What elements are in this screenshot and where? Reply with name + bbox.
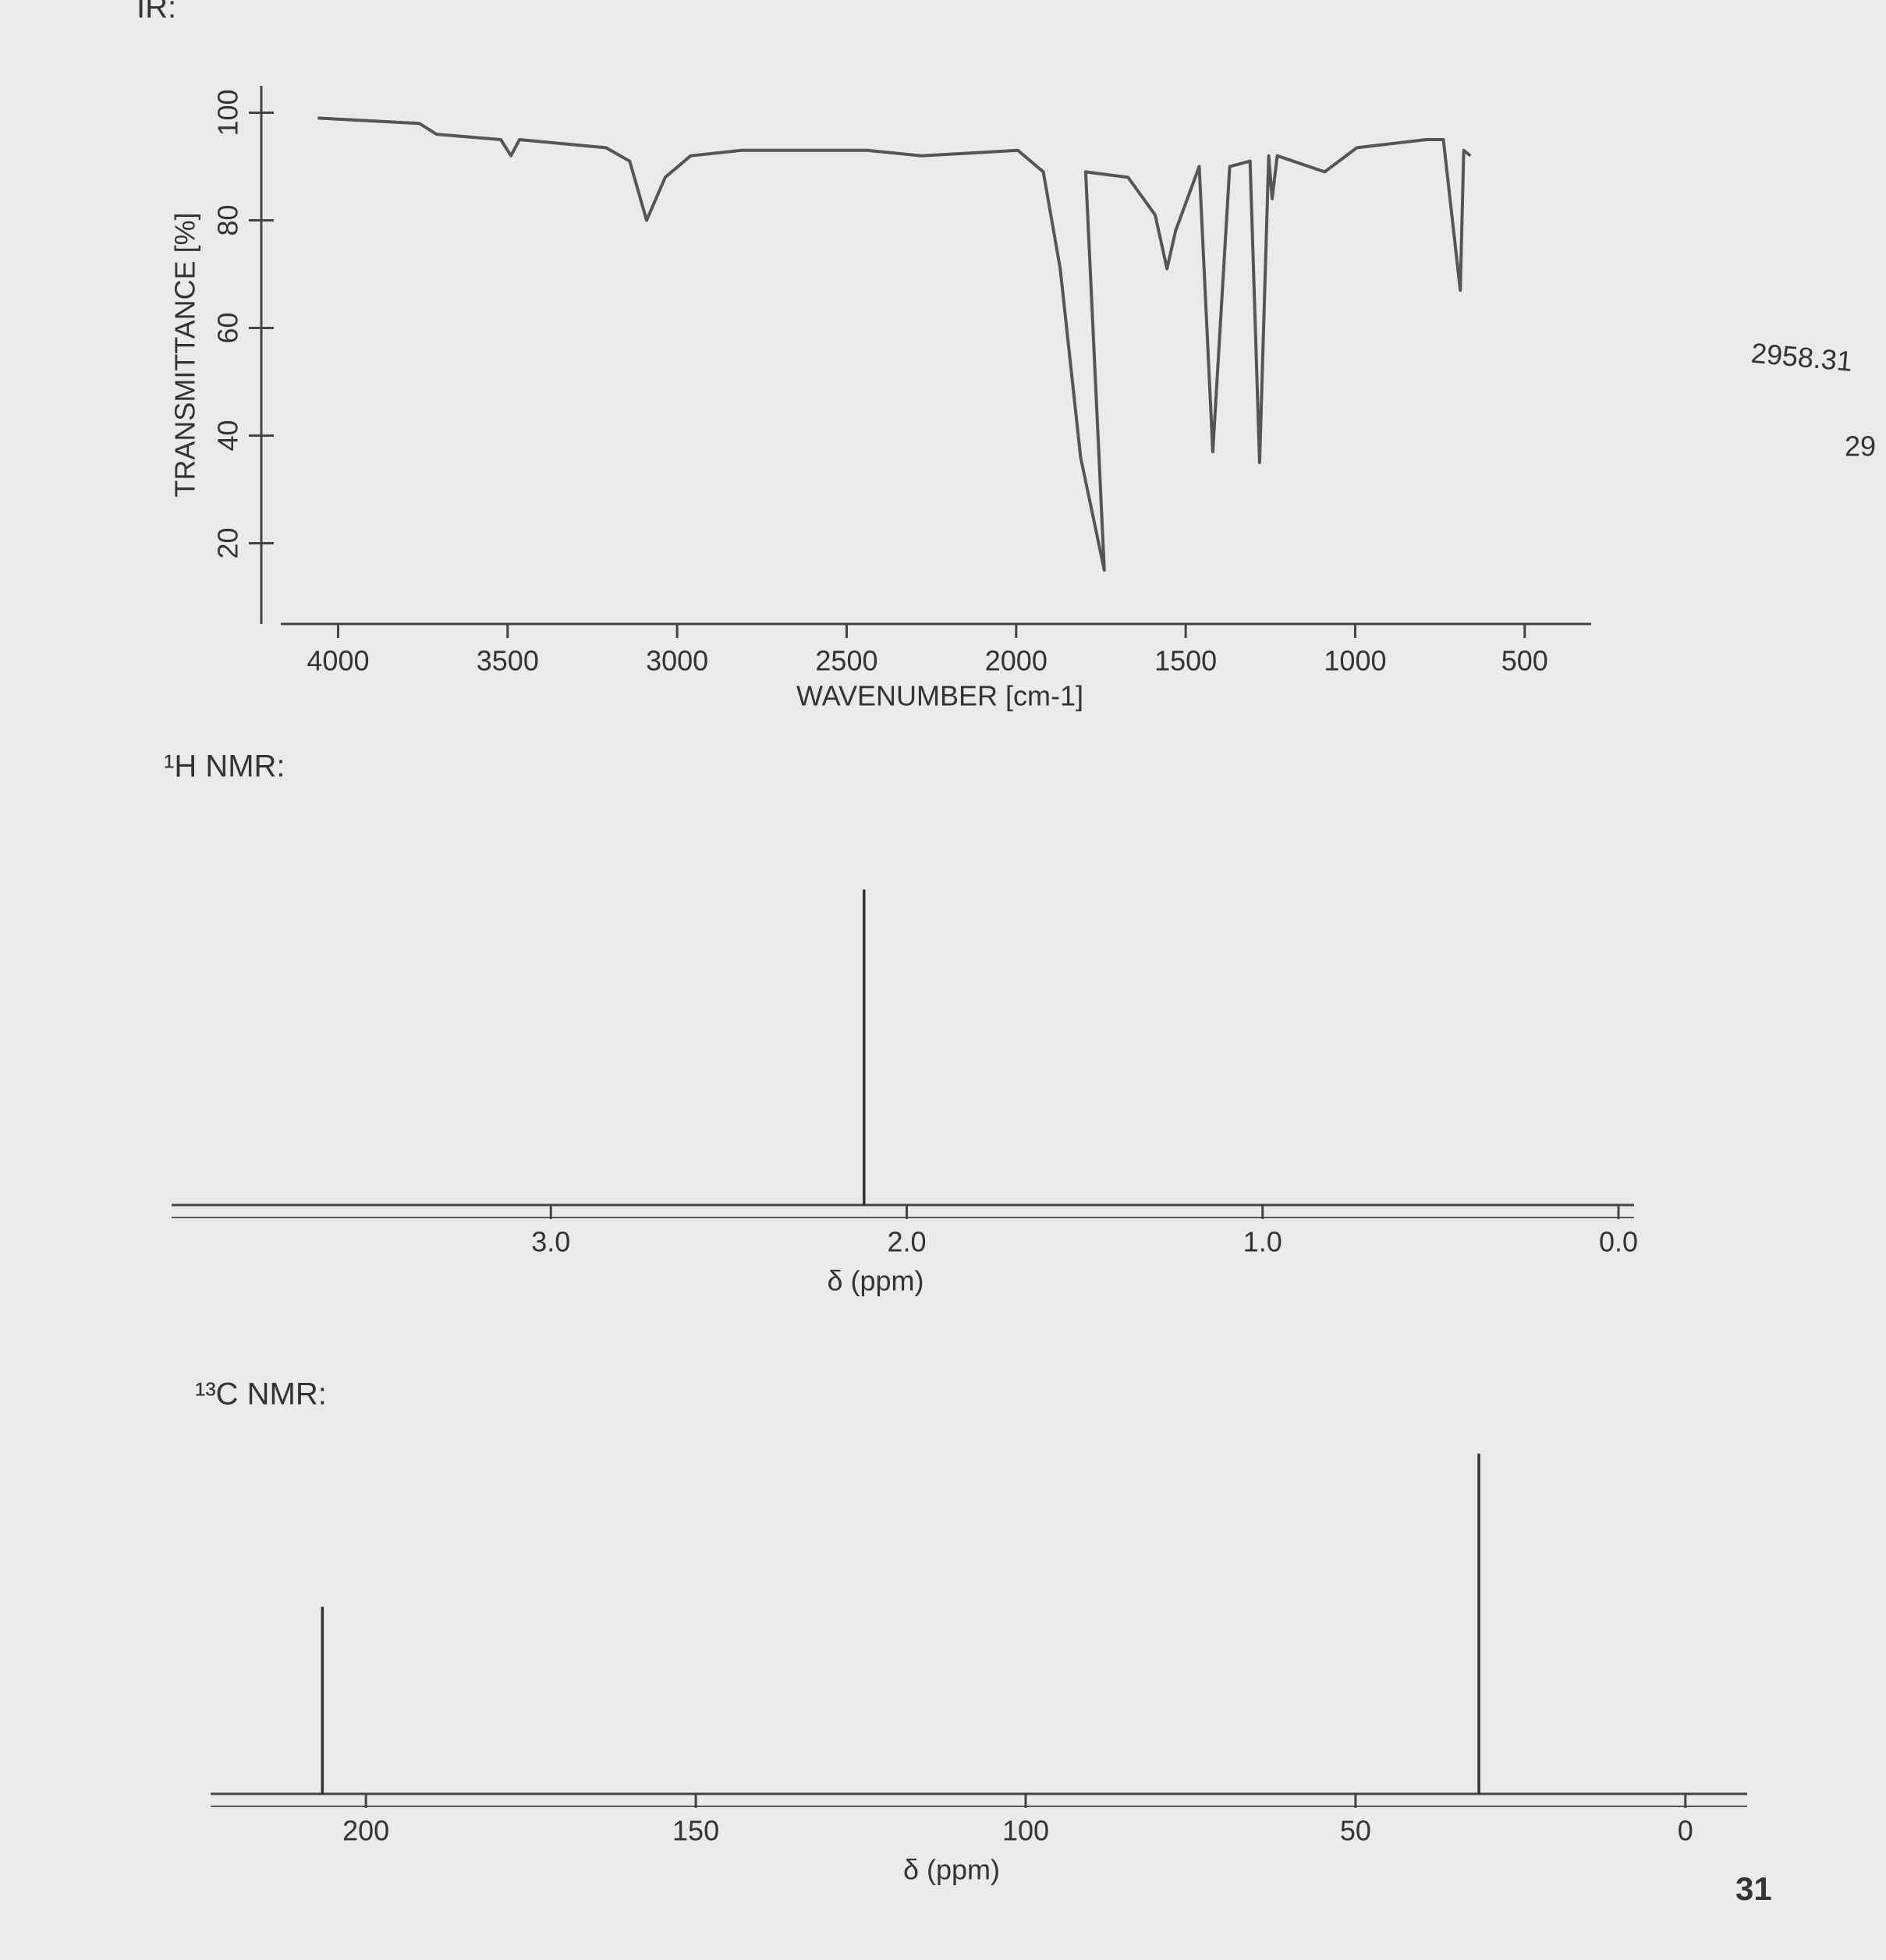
y-tick-label: 60: [212, 312, 244, 343]
x-tick-label: 1500: [1154, 645, 1217, 677]
chart-title: ¹³C NMR:: [195, 1377, 327, 1412]
x-tick-label: 0: [1678, 1815, 1693, 1847]
x-tick-label: 150: [672, 1815, 719, 1847]
y-tick-label: 40: [212, 420, 244, 451]
x-tick-label: 2000: [985, 645, 1048, 677]
chart-title: ¹H NMR:: [164, 750, 285, 784]
x-tick-label: 3500: [477, 645, 539, 677]
chart-title: IR:: [136, 0, 176, 25]
spectrum-line: [317, 116, 1472, 572]
y-axis-label: TRANSMITTANCE [%]: [169, 212, 201, 497]
x-axis-label: δ (ppm): [827, 1265, 924, 1297]
x-tick-label: 1.0: [1243, 1226, 1282, 1258]
page-number: 31: [1735, 1870, 1772, 1907]
x-tick-label: 3000: [646, 645, 708, 677]
margin-note: 29: [1845, 431, 1876, 463]
x-tick-label: 3.0: [531, 1226, 570, 1258]
x-axis-label: WAVENUMBER [cm-1]: [796, 680, 1083, 712]
x-tick-label: 2500: [815, 645, 877, 677]
x-axis-label: δ (ppm): [903, 1854, 1000, 1886]
x-tick-label: 500: [1501, 645, 1548, 677]
y-tick-label: 100: [212, 89, 244, 136]
x-tick-label: 200: [342, 1815, 389, 1847]
x-tick-label: 100: [1002, 1815, 1049, 1847]
x-tick-label: 4000: [307, 645, 369, 677]
x-tick-label: 0.0: [1599, 1226, 1638, 1258]
y-tick-label: 20: [212, 527, 244, 558]
y-tick-label: 80: [212, 204, 244, 236]
x-tick-label: 50: [1340, 1815, 1371, 1847]
x-tick-label: 2.0: [887, 1226, 926, 1258]
x-tick-label: 1000: [1324, 645, 1386, 677]
